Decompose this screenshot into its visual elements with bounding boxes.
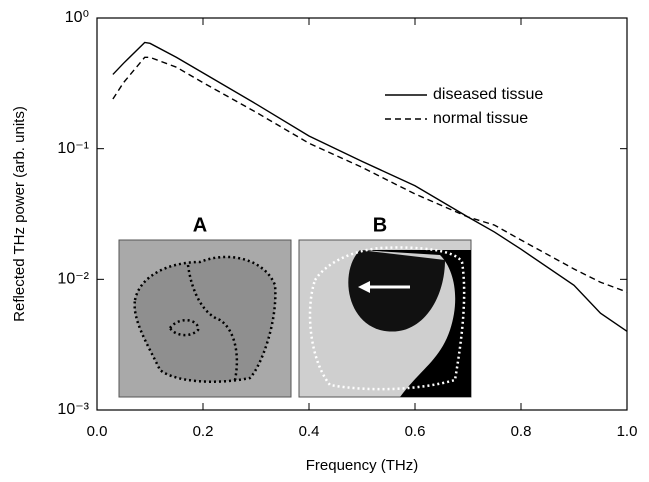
inset-outline: [135, 257, 276, 382]
x-tick-label: 1.0: [617, 423, 638, 440]
chart: Frequency (THz) Reflected THz power (arb…: [0, 0, 649, 477]
x-tick-label: 0.6: [405, 423, 426, 440]
y-axis-title: Reflected THz power (arb. units): [11, 106, 28, 322]
y-tick-label: 10⁻³: [57, 401, 89, 418]
x-axis-title: Frequency (THz): [306, 457, 419, 474]
x-tick-label: 0.0: [87, 423, 108, 440]
y-tick-label: 10⁰: [65, 9, 89, 26]
x-tick-label: 0.8: [511, 423, 532, 440]
inset-label: A: [193, 214, 207, 236]
y-tick-label: 10⁻¹: [57, 140, 89, 157]
y-tick-label: 10⁻²: [57, 271, 89, 288]
x-tick-label: 0.4: [299, 423, 320, 440]
legend-label: diseased tissue: [433, 86, 543, 103]
inset-label: B: [373, 214, 387, 236]
legend-label: normal tissue: [433, 110, 528, 127]
inset-a: A: [119, 214, 291, 397]
inset-b: B: [299, 214, 471, 397]
x-tick-label: 0.2: [193, 423, 214, 440]
